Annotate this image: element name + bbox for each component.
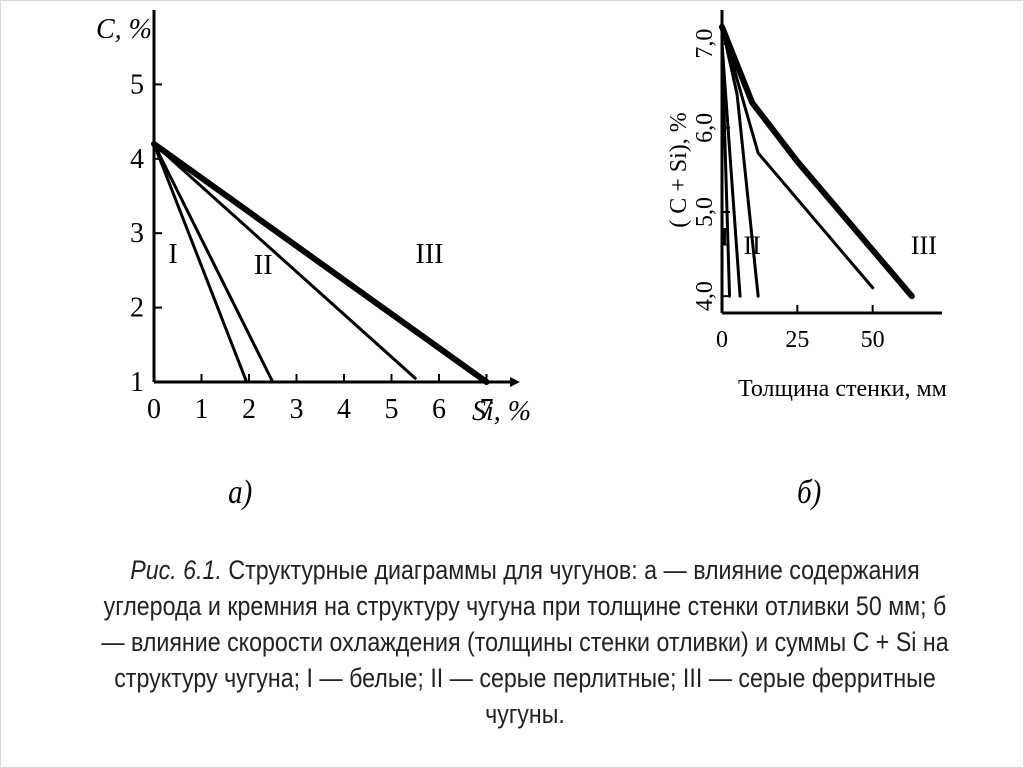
chart-b-region-label-2: II (743, 231, 760, 260)
chart-b-x-tick-label: 0 (716, 327, 728, 353)
chart-a-region-label-1: I (168, 239, 177, 270)
chart-a-x-tick-label: 3 (290, 394, 304, 425)
chart-b-region-label-1: I (720, 223, 729, 252)
chart-b-y-tick-label: 6,0 (692, 113, 718, 143)
chart-b-series-line-2 (720, 42, 742, 298)
chart-a-region-label-2: II (254, 250, 273, 281)
chart-a-region-label-3: III (416, 239, 444, 270)
chart-b-y-axis-title: ( C + Si), % (666, 112, 692, 228)
chart-a-y-tick-label: 3 (130, 218, 144, 249)
chart-b-x-tick-label: 50 (861, 327, 885, 353)
chart-a-series (151, 140, 490, 385)
chart-b-y-tick-label: 7,0 (692, 29, 718, 59)
chart-a-x-tick-label: 5 (385, 394, 399, 425)
chart-a-y-tick-label: 1 (130, 367, 144, 398)
figure-caption: Рис. 6.1. Структурные диаграммы для чугу… (99, 552, 950, 732)
chart-a-y-tick-label: 4 (130, 144, 144, 175)
chart-a-axes (152, 10, 520, 387)
chart-a-x-tick-label: 0 (147, 394, 161, 425)
chart-b-series (719, 23, 915, 300)
chart-b-y-tick-label: 5,0 (692, 197, 718, 227)
chart-a-x-tick-label: 6 (432, 394, 446, 425)
chart-a-y-axis-title: C, % (96, 14, 152, 45)
panel-b-label: б) (797, 474, 822, 511)
chart-b-series-line-5 (719, 23, 915, 300)
chart-a-x-tick-label: 1 (195, 394, 209, 425)
chart-b-series-line-1 (720, 42, 732, 298)
chart-a-y-tick-label: 5 (130, 69, 144, 100)
chart-a-series-line-3 (152, 142, 417, 380)
chart-b-x-axis-title: Толщина стенки, мм (738, 376, 947, 402)
chart-a-y-tick-label: 2 (130, 293, 144, 324)
chart-a-x-arrow (510, 377, 520, 387)
chart-a-series-line-1 (152, 142, 249, 384)
chart-a-x-tick-label: 7 (480, 394, 494, 425)
chart-b-x-tick-label: 25 (785, 327, 809, 353)
chart-a-series-line-4 (151, 140, 490, 385)
caption-prefix: Рис. 6.1. (130, 555, 222, 585)
chart-a-x-tick-label: 2 (242, 394, 256, 425)
chart-a-x-tick-label: 4 (337, 394, 351, 425)
caption-text: Структурные диаграммы для чугунов: а — в… (101, 555, 949, 729)
chart-a-series-line-2 (152, 142, 275, 384)
chart-b-series-line-4 (720, 25, 875, 290)
panel-a-label: а) (228, 474, 253, 511)
chart-b-y-tick-label: 4,0 (692, 281, 718, 311)
chart-b-region-label-3: III (911, 231, 937, 260)
chart-a-x-axis-title: Si, % (472, 396, 531, 427)
